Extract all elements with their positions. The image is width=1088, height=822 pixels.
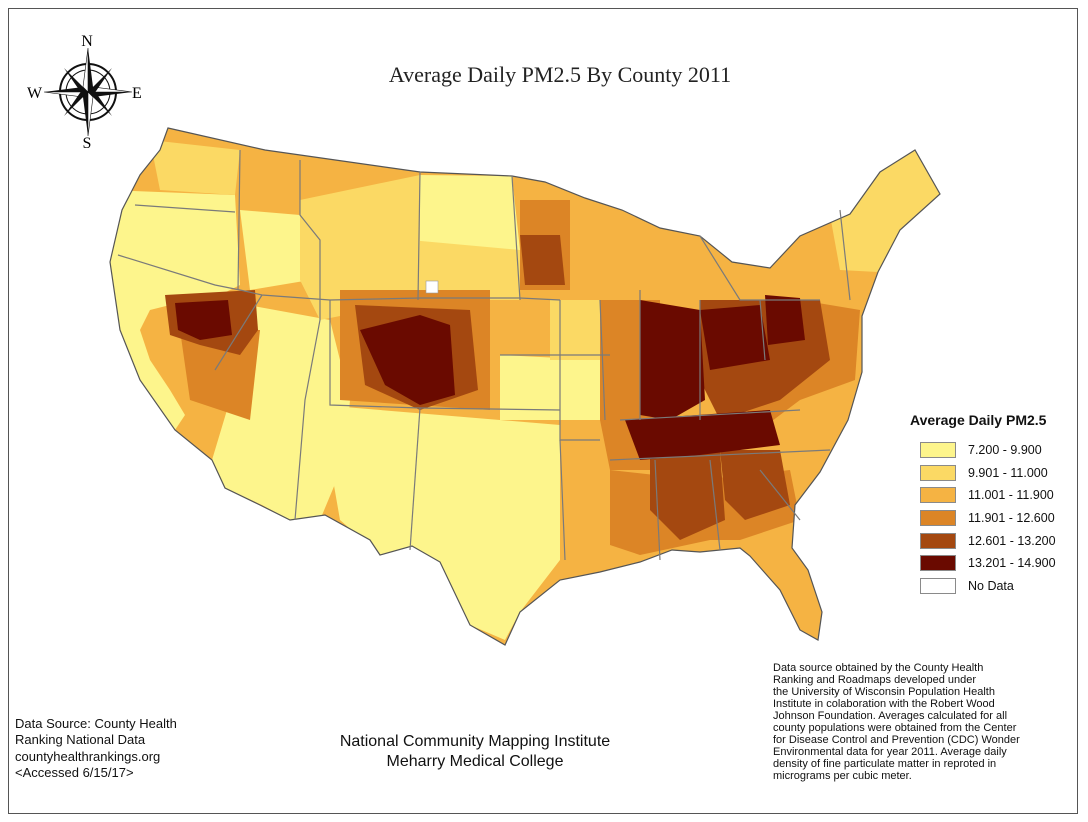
compass-s: S bbox=[83, 135, 92, 152]
legend-label: No Data bbox=[968, 578, 1014, 593]
source-right-line: Institute in colaboration with the Rober… bbox=[773, 698, 995, 711]
legend-item: 11.001 - 11.900 bbox=[906, 484, 1076, 507]
legend-swatch bbox=[920, 442, 956, 459]
legend-label: 9.901 - 11.000 bbox=[968, 465, 1048, 480]
institute-credit: National Community Mapping Institute Meh… bbox=[300, 732, 650, 772]
region-minnesota-core bbox=[520, 235, 565, 285]
legend-swatch bbox=[920, 464, 956, 481]
legend-item: 7.200 - 9.900 bbox=[906, 439, 1076, 462]
region-kansas-missouri bbox=[500, 355, 600, 420]
legend-swatch bbox=[920, 487, 956, 504]
region-iowa bbox=[550, 300, 615, 360]
region-alabama bbox=[650, 450, 725, 540]
legend-label: 13.201 - 14.900 bbox=[968, 556, 1056, 571]
region-colorado-peak bbox=[360, 315, 455, 405]
legend-label: 11.901 - 12.600 bbox=[968, 511, 1055, 526]
map-title: Average Daily PM2.5 By County 2011 bbox=[388, 62, 732, 87]
region-georgia bbox=[720, 450, 790, 520]
region-indiana bbox=[640, 300, 705, 420]
legend: Average Daily PM2.5 7.200 - 9.900 9.901 … bbox=[906, 412, 1076, 597]
region-idaho bbox=[240, 210, 310, 290]
legend-item: No Data bbox=[906, 575, 1076, 598]
legend-label: 7.200 - 9.900 bbox=[968, 443, 1042, 458]
compass-n: N bbox=[81, 33, 93, 50]
compass-e: E bbox=[132, 85, 142, 102]
college-name: Meharry Medical College bbox=[386, 753, 564, 770]
legend-label: 11.001 - 11.900 bbox=[968, 488, 1054, 503]
source-right-line: Johnson Foundation. Averages calculated … bbox=[773, 710, 1008, 723]
no-data-county bbox=[425, 280, 439, 294]
compass-rose-icon: N S E W bbox=[27, 33, 142, 152]
source-left-line: Ranking National Data bbox=[15, 732, 146, 748]
region-north-dakota bbox=[420, 175, 520, 250]
legend-swatch bbox=[920, 510, 956, 527]
legend-swatch bbox=[920, 577, 956, 594]
region-washington bbox=[150, 140, 240, 195]
source-right-line: density of fine particulate matter in re… bbox=[773, 758, 997, 771]
source-right-line: the University of Wisconsin Population H… bbox=[773, 686, 995, 699]
legend-label: 12.601 - 13.200 bbox=[968, 533, 1056, 548]
legend-item: 11.901 - 12.600 bbox=[906, 507, 1076, 530]
region-southern-plains bbox=[320, 405, 560, 640]
source-left-line: countyhealthrankings.org bbox=[15, 748, 161, 764]
source-right-line: micrograms per cubic meter. bbox=[773, 770, 912, 783]
legend-item: 9.901 - 11.000 bbox=[906, 462, 1076, 485]
source-right-line: for Disease Control and Prevention (CDC)… bbox=[773, 734, 1020, 747]
region-pennsylvania-west bbox=[765, 295, 805, 345]
region-montana-wyoming bbox=[300, 175, 420, 320]
legend-swatch bbox=[920, 532, 956, 549]
region-nevada-peak bbox=[175, 300, 232, 340]
source-right-line: Data source obtained by the County Healt… bbox=[773, 662, 984, 674]
legend-swatch bbox=[920, 555, 956, 572]
legend-item: 12.601 - 13.200 bbox=[906, 529, 1076, 552]
source-note-left: Data Source: County Health Ranking Natio… bbox=[15, 716, 177, 781]
legend-item: 13.201 - 14.900 bbox=[906, 552, 1076, 575]
legend-title: Average Daily PM2.5 bbox=[910, 412, 1047, 428]
state-boundaries bbox=[109, 127, 941, 646]
source-note-right: Data source obtained by the County Healt… bbox=[773, 662, 1073, 782]
source-right-line: Environmental data for year 2011. Averag… bbox=[773, 746, 1007, 759]
source-left-line: <Accessed 6/15/17> bbox=[15, 764, 134, 780]
source-right-line: Ranking and Roadmaps developed under bbox=[773, 674, 977, 687]
region-tennessee bbox=[625, 410, 780, 460]
source-right-line: county populations were obtained from th… bbox=[773, 722, 1017, 735]
compass-w: W bbox=[27, 85, 43, 102]
source-left-line: Data Source: County Health bbox=[15, 716, 177, 731]
region-ohio bbox=[700, 305, 770, 370]
region-west-coast bbox=[110, 190, 240, 430]
institute-name: National Community Mapping Institute bbox=[339, 733, 611, 750]
